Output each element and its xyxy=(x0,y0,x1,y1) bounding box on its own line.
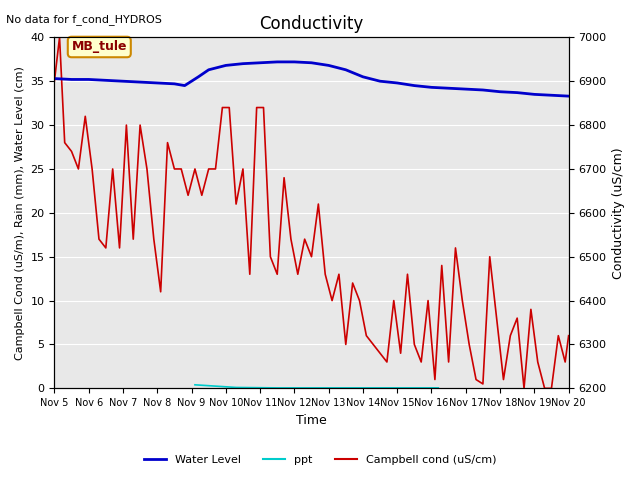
X-axis label: Time: Time xyxy=(296,414,327,427)
Y-axis label: Conductivity (uS/cm): Conductivity (uS/cm) xyxy=(612,147,625,279)
Y-axis label: Campbell Cond (uS/m), Rain (mm), Water Level (cm): Campbell Cond (uS/m), Rain (mm), Water L… xyxy=(15,66,25,360)
Text: MB_tule: MB_tule xyxy=(72,40,127,53)
Legend: Water Level, ppt, Campbell cond (uS/cm): Water Level, ppt, Campbell cond (uS/cm) xyxy=(140,451,500,469)
Title: Conductivity: Conductivity xyxy=(259,15,364,33)
Text: No data for f_cond_HYDROS: No data for f_cond_HYDROS xyxy=(6,14,163,25)
